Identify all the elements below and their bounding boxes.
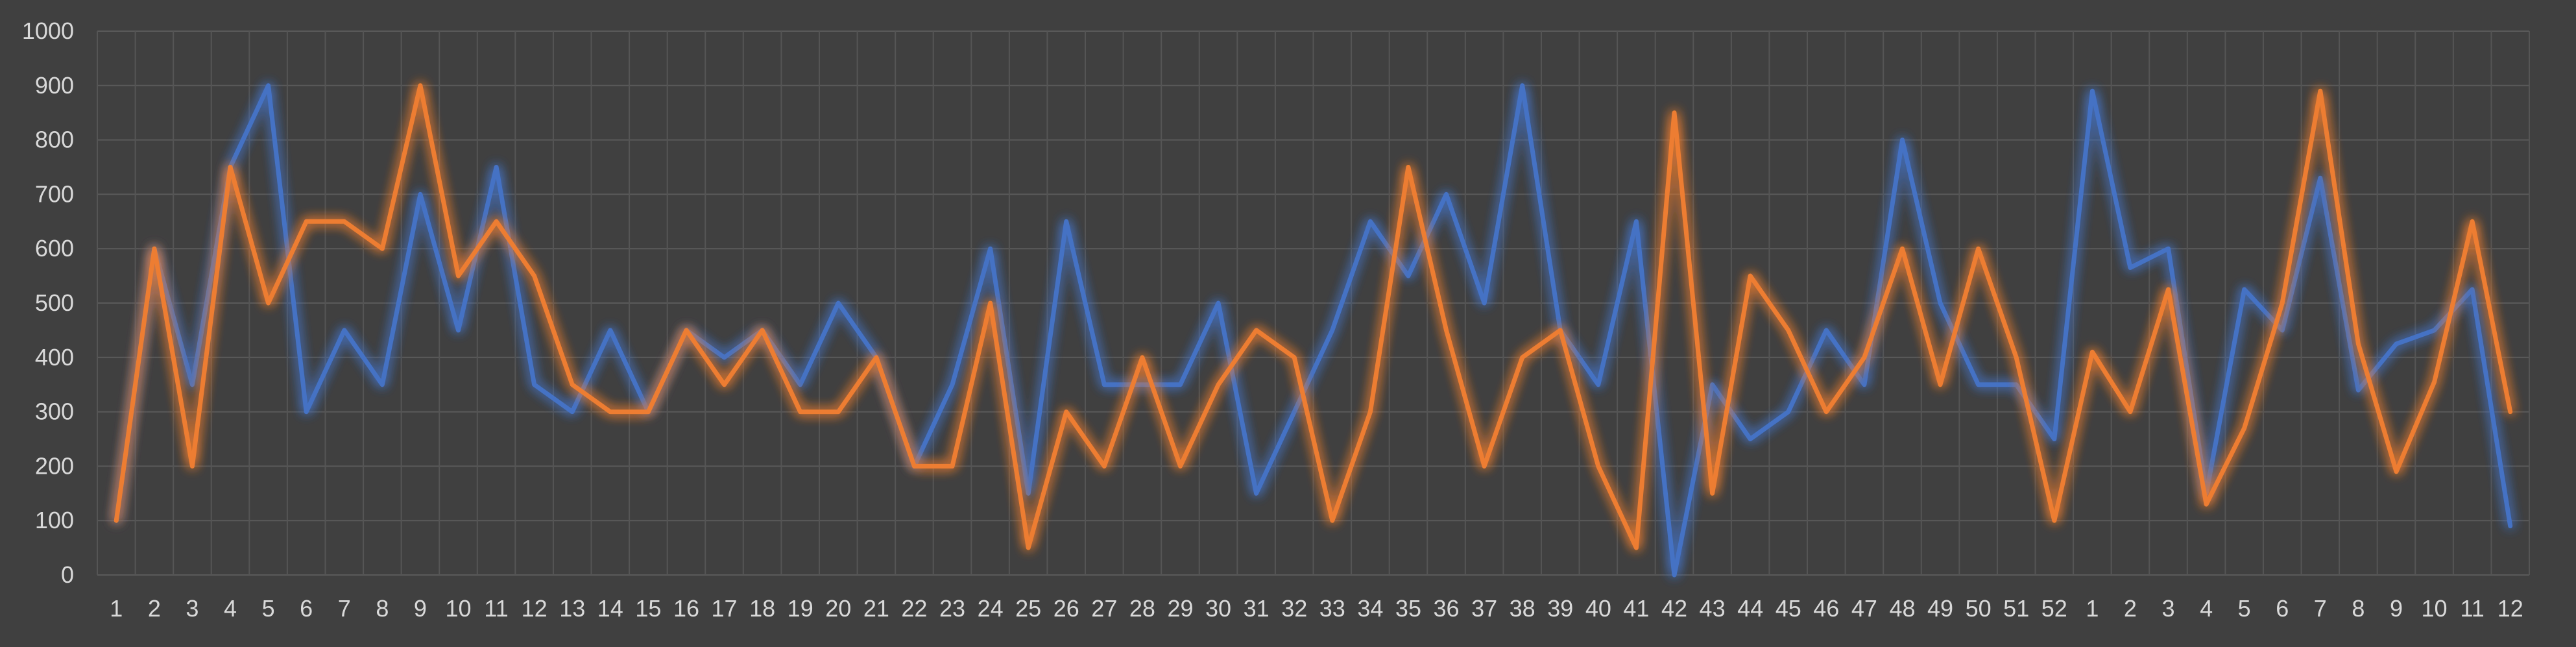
x-tick-label: 18: [749, 595, 775, 622]
y-tick-label: 1000: [22, 18, 74, 44]
x-tick-label: 21: [863, 595, 889, 622]
x-tick-label: 37: [1471, 595, 1497, 622]
x-axis-labels: 1 2 3 4 5 6 7 8 9 10 11 12 13 14 15 16 17 18 19 20 21 22 23 24 2…: [110, 595, 2523, 622]
x-tick-label: 28: [1129, 595, 1155, 622]
series-lines: [114, 83, 2513, 578]
y-tick-label: 600: [35, 235, 74, 262]
x-tick-label: 14: [597, 595, 623, 622]
x-tick-label: 16: [673, 595, 699, 622]
y-tick-label: 200: [35, 452, 74, 479]
x-tick-label: 3: [186, 595, 199, 622]
x-tick-label: 6: [2276, 595, 2289, 622]
x-tick-label: 7: [2314, 595, 2327, 622]
x-tick-label: 36: [1434, 595, 1460, 622]
x-tick-label: 9: [414, 595, 427, 622]
x-tick-label: 7: [338, 595, 351, 622]
x-tick-label: 1: [110, 595, 123, 622]
x-tick-label: 13: [559, 595, 585, 622]
x-tick-label: 24: [978, 595, 1004, 622]
x-tick-label: 41: [1623, 595, 1649, 622]
x-tick-label: 2: [2124, 595, 2137, 622]
x-tick-label: 8: [2352, 595, 2365, 622]
x-tick-label: 34: [1357, 595, 1383, 622]
x-tick-label: 45: [1776, 595, 1801, 622]
x-tick-label: 3: [2161, 595, 2174, 622]
x-tick-label: 15: [635, 595, 661, 622]
x-tick-label: 23: [939, 595, 965, 622]
x-tick-label: 9: [2390, 595, 2403, 622]
y-tick-label: 500: [35, 289, 74, 316]
x-tick-label: 5: [262, 595, 275, 622]
x-tick-label: 33: [1319, 595, 1345, 622]
gridlines: [97, 31, 2530, 576]
x-tick-label: 39: [1547, 595, 1573, 622]
y-tick-label: 300: [35, 398, 74, 425]
x-tick-label: 43: [1700, 595, 1726, 622]
x-tick-label: 30: [1205, 595, 1231, 622]
x-tick-label: 32: [1281, 595, 1307, 622]
x-tick-label: 35: [1395, 595, 1421, 622]
y-tick-label: 0: [61, 561, 74, 588]
x-tick-label: 1: [2086, 595, 2099, 622]
x-tick-label: 12: [2498, 595, 2523, 622]
y-tick-label: 800: [35, 127, 74, 153]
x-tick-label: 11: [2460, 595, 2484, 622]
x-tick-label: 46: [1813, 595, 1839, 622]
x-tick-label: 38: [1510, 595, 1535, 622]
x-tick-label: 10: [2422, 595, 2448, 622]
x-tick-label: 47: [1851, 595, 1877, 622]
x-tick-label: 10: [445, 595, 471, 622]
x-tick-label: 29: [1167, 595, 1193, 622]
x-tick-label: 6: [300, 595, 313, 622]
x-tick-label: 8: [376, 595, 389, 622]
x-tick-label: 48: [1889, 595, 1915, 622]
x-tick-label: 20: [825, 595, 851, 622]
x-tick-label: 27: [1091, 595, 1117, 622]
series-line-2: [114, 83, 2513, 550]
x-tick-label: 4: [224, 595, 237, 622]
y-axis-labels: 0 100 200 300 400 500 600 700 800 900 1000: [22, 18, 74, 588]
x-tick-label: 49: [1927, 595, 1953, 622]
x-tick-label: 19: [788, 595, 813, 622]
y-tick-label: 700: [35, 180, 74, 207]
x-tick-label: 50: [1966, 595, 1992, 622]
x-tick-label: 22: [901, 595, 927, 622]
x-tick-label: 17: [712, 595, 738, 622]
x-tick-label: 51: [2003, 595, 2029, 622]
x-tick-label: 31: [1244, 595, 1270, 622]
x-tick-label: 42: [1661, 595, 1687, 622]
x-tick-label: 5: [2238, 595, 2251, 622]
x-tick-label: 44: [1737, 595, 1763, 622]
x-tick-label: 2: [148, 595, 161, 622]
series-line-1: [114, 83, 2513, 578]
x-tick-label: 25: [1015, 595, 1041, 622]
y-tick-label: 400: [35, 344, 74, 371]
x-tick-label: 12: [522, 595, 548, 622]
x-tick-label: 40: [1585, 595, 1611, 622]
y-tick-label: 900: [35, 72, 74, 99]
y-tick-label: 100: [35, 507, 74, 533]
x-tick-label: 11: [484, 595, 508, 622]
x-tick-label: 4: [2200, 595, 2213, 622]
x-tick-label: 52: [2041, 595, 2067, 622]
x-tick-label: 26: [1053, 595, 1079, 622]
